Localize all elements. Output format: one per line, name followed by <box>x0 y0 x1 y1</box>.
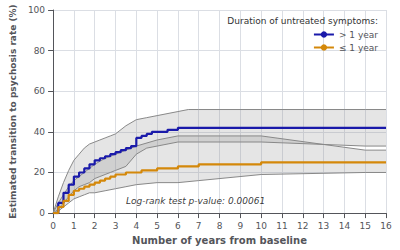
svg-text:16: 16 <box>380 221 392 231</box>
svg-text:10: 10 <box>255 221 267 231</box>
svg-text:80: 80 <box>34 46 46 56</box>
svg-text:Number of years from baseline: Number of years from baseline <box>132 235 307 246</box>
svg-text:100: 100 <box>28 5 45 15</box>
svg-text:> 1 year: > 1 year <box>339 30 378 40</box>
svg-text:7: 7 <box>196 221 202 231</box>
svg-text:≤ 1 year: ≤ 1 year <box>339 43 378 53</box>
svg-text:40: 40 <box>34 127 46 137</box>
svg-text:9: 9 <box>237 221 243 231</box>
svg-text:60: 60 <box>34 86 46 96</box>
svg-text:2: 2 <box>92 221 98 231</box>
svg-text:12: 12 <box>297 221 308 231</box>
svg-text:Log-rank test p-value: 0.00061: Log-rank test p-value: 0.00061 <box>126 196 265 206</box>
svg-text:1: 1 <box>71 221 77 231</box>
svg-text:8: 8 <box>217 221 223 231</box>
svg-text:Duration of untreated symptoms: Duration of untreated symptoms: <box>227 16 378 26</box>
svg-text:15: 15 <box>359 221 370 231</box>
svg-text:5: 5 <box>154 221 160 231</box>
svg-text:20: 20 <box>34 167 46 177</box>
svg-text:11: 11 <box>276 221 287 231</box>
svg-text:0: 0 <box>50 221 56 231</box>
svg-text:13: 13 <box>318 221 329 231</box>
svg-text:0: 0 <box>39 208 45 218</box>
svg-text:3: 3 <box>113 221 119 231</box>
svg-text:Estimated transition to psycho: Estimated transition to psychosis rate (… <box>8 4 18 219</box>
svg-text:4: 4 <box>133 221 139 231</box>
svg-text:14: 14 <box>339 221 351 231</box>
svg-text:6: 6 <box>175 221 181 231</box>
